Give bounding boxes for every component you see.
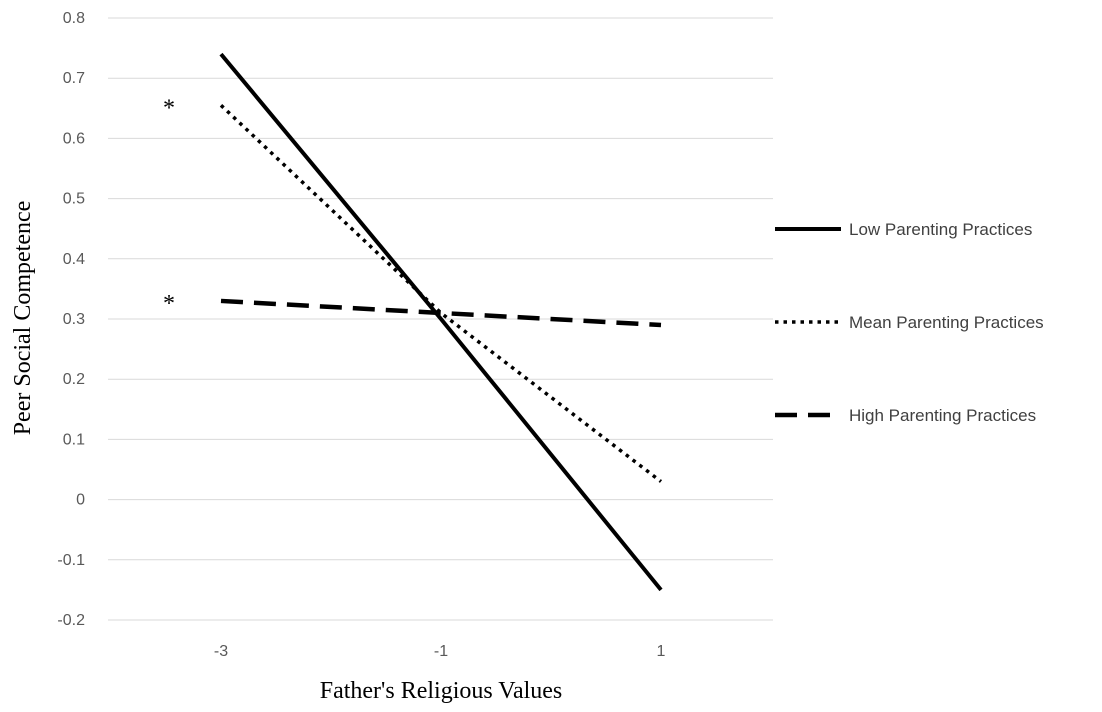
x-tick-label: -3 <box>214 643 228 660</box>
y-tick-label: 0.2 <box>63 371 85 388</box>
y-tick-label: 0.8 <box>63 10 85 27</box>
y-tick-label: -0.2 <box>57 612 85 629</box>
y-tick-label: 0.3 <box>63 311 85 328</box>
y-tick-label: 0 <box>76 492 85 509</box>
significance-asterisk: * <box>163 95 175 121</box>
y-tick-label: 0.6 <box>63 130 85 147</box>
y-tick-label: 0.5 <box>63 191 85 208</box>
series-line-high-parenting-practices <box>220 298 662 328</box>
x-tick-labels: -3 -1 1 <box>214 643 666 660</box>
annotations: ** <box>163 95 175 317</box>
series-line-low-parenting-practices <box>219 52 663 592</box>
y-tick-label: 0.7 <box>63 70 85 87</box>
legend-label: High Parenting Practices <box>849 406 1036 425</box>
x-tick-label: 1 <box>657 643 666 660</box>
y-tick-label: -0.1 <box>57 552 85 569</box>
x-tick-label: -1 <box>434 643 448 660</box>
series-line-mean-parenting-practices <box>219 104 663 483</box>
y-tick-label: 0.4 <box>63 251 85 268</box>
legend-label: Mean Parenting Practices <box>849 313 1044 332</box>
legend-label: Low Parenting Practices <box>849 220 1032 239</box>
legend: Low Parenting Practices Mean Parenting Pr… <box>775 220 1044 425</box>
x-axis-title: Father's Religious Values <box>320 678 563 704</box>
series-lines <box>219 52 663 592</box>
y-tick-label: 0.1 <box>63 431 85 448</box>
y-axis-title: Peer Social Competence <box>10 201 36 436</box>
y-tick-labels: 0.8 0.7 0.6 0.5 0.4 0.3 0.2 0.1 0 -0.1 -0.2 <box>57 10 85 629</box>
significance-asterisk: * <box>163 291 175 317</box>
